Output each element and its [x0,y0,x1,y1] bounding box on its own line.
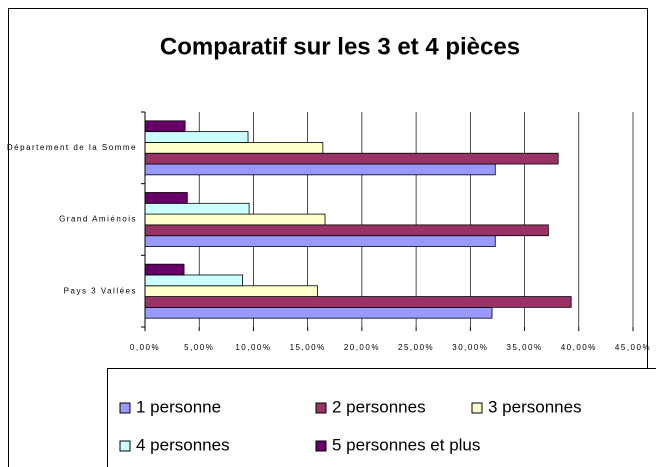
x-tick-label: 30,00% [452,343,488,352]
chart-title: Comparatif sur les 3 et 4 pièces [160,33,520,60]
x-tick-label: 45,00% [615,343,651,352]
legend-swatch [119,402,131,414]
bar [144,213,326,226]
legend-label: 3 personnes [488,397,582,416]
bar [144,285,318,297]
legend-swatch [119,440,131,452]
bar [144,274,243,287]
x-tick-label: 10,00% [235,343,271,352]
bar [144,224,549,237]
bar [144,120,186,133]
legend-label: 2 personnes [332,397,426,416]
x-tick-label: 15,00% [290,343,326,352]
bar [144,202,250,215]
bar [144,296,572,308]
bar [144,263,185,276]
x-tick-label: 0,00% [130,343,160,352]
x-tick-label: 20,00% [344,343,380,352]
bar [144,192,188,204]
bar [144,142,324,154]
legend-label: 5 personnes et plus [332,435,480,454]
bar [144,152,559,165]
legend-label: 1 personne [136,397,221,416]
bar [144,306,493,319]
legend-swatch [471,402,483,414]
x-tick-label: 5,00% [184,343,214,352]
x-tick-label: 40,00% [561,343,597,352]
x-tick-label: 35,00% [506,343,542,352]
legend-swatch [315,440,327,452]
x-tick-label: 25,00% [398,343,434,352]
bar [144,163,496,176]
legend-label: 4 personnes [136,435,230,454]
bar [144,235,496,247]
legend-box [107,368,656,467]
y-tick-label: Département de la Somme [7,143,137,152]
y-tick-label: Grand Amiénois [59,215,137,224]
legend-swatch [315,402,327,414]
y-tick-label: Pays 3 Vallées [64,286,137,295]
bar [144,131,249,143]
